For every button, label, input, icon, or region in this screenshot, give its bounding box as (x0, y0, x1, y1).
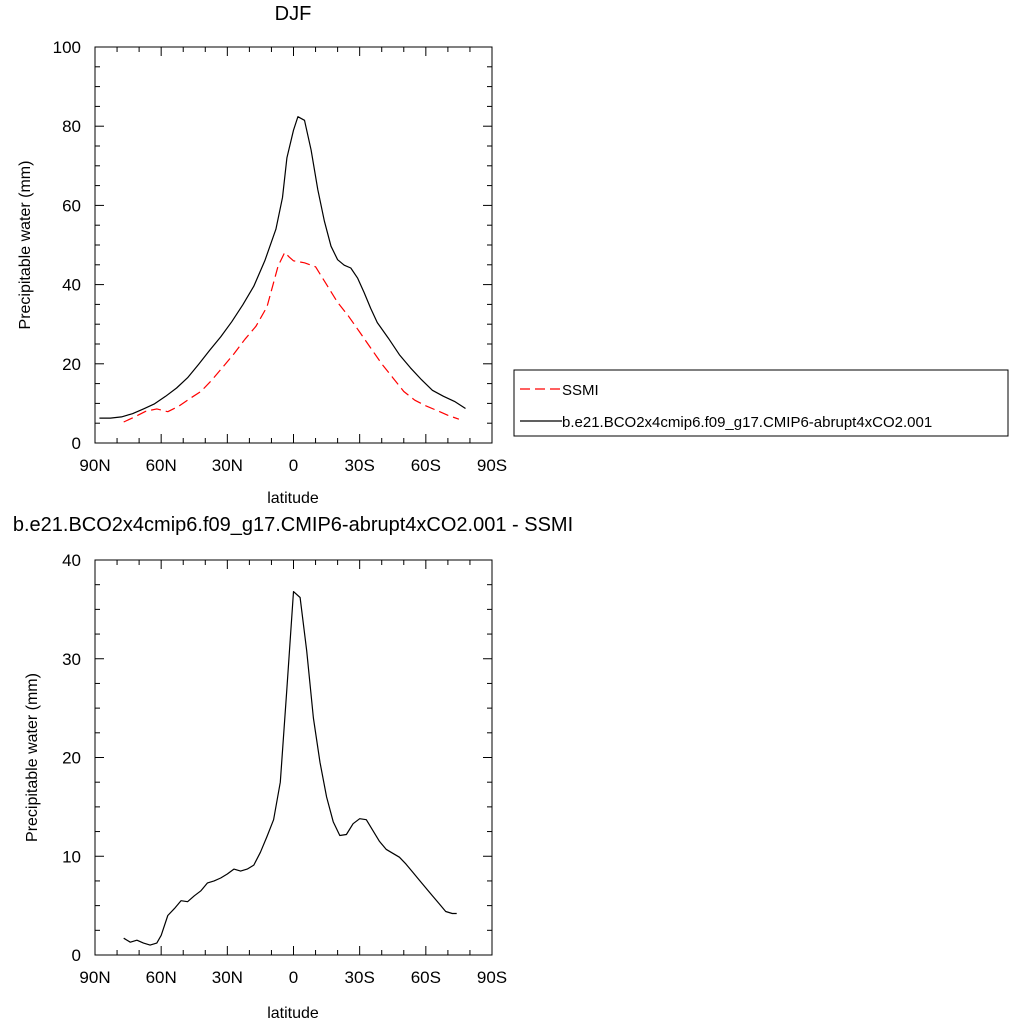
x-tick-label: 0 (289, 968, 298, 987)
x-tick-label: 30N (212, 456, 243, 475)
x-tick-label: 90S (477, 456, 507, 475)
bottom-panel: b.e21.BCO2x4cmip6.f09_g17.CMIP6-abrupt4x… (13, 514, 573, 1022)
y-tick-label: 40 (62, 551, 81, 570)
y-axis-label: Precipitable water (mm) (17, 161, 34, 330)
y-tick-label: 40 (62, 276, 81, 295)
x-tick-label: 60N (146, 456, 177, 475)
x-tick-label: 60N (146, 968, 177, 987)
y-tick-label: 20 (62, 355, 81, 374)
x-tick-label: 60S (411, 968, 441, 987)
series-line-0 (123, 590, 457, 946)
y-tick-label: 0 (72, 434, 81, 453)
legend-box (513, 369, 1009, 437)
y-tick-label: 100 (53, 38, 81, 57)
x-tick-label: 90S (477, 968, 507, 987)
y-tick-label: 0 (72, 946, 81, 965)
y-tick-label: 30 (62, 650, 81, 669)
series-line-1 (99, 116, 466, 419)
y-tick-label: 60 (62, 196, 81, 215)
x-tick-label: 0 (289, 456, 298, 475)
x-tick-label: 30N (212, 968, 243, 987)
chart-title: b.e21.BCO2x4cmip6.f09_g17.CMIP6-abrupt4x… (13, 514, 573, 536)
legend-label-model: b.e21.BCO2x4cmip6.f09_g17.CMIP6-abrupt4x… (562, 414, 932, 431)
x-tick-label: 30S (345, 456, 375, 475)
x-tick-label: 90N (79, 968, 110, 987)
legend: SSMI b.e21.BCO2x4cmip6.f09_g17.CMIP6-abr… (513, 369, 1009, 437)
x-tick-label: 30S (345, 968, 375, 987)
plot-frame (94, 46, 493, 444)
x-axis-label: latitude (267, 490, 319, 507)
y-axis-label: Precipitable water (mm) (24, 673, 41, 842)
y-tick-label: 20 (62, 749, 81, 768)
x-tick-label: 60S (411, 456, 441, 475)
legend-label-ssmi: SSMI (562, 382, 599, 399)
chart-title: DJF (275, 3, 312, 25)
top-panel: DJF 90N 60N 30N 0 30S 60S 90S 0 20 40 60 80 100 latitu… (17, 3, 507, 507)
y-tick-label: 80 (62, 117, 81, 136)
y-tick-label: 10 (62, 847, 81, 866)
x-axis-label: latitude (267, 1005, 319, 1022)
series-line-0 (123, 251, 460, 423)
x-tick-label: 90N (79, 456, 110, 475)
